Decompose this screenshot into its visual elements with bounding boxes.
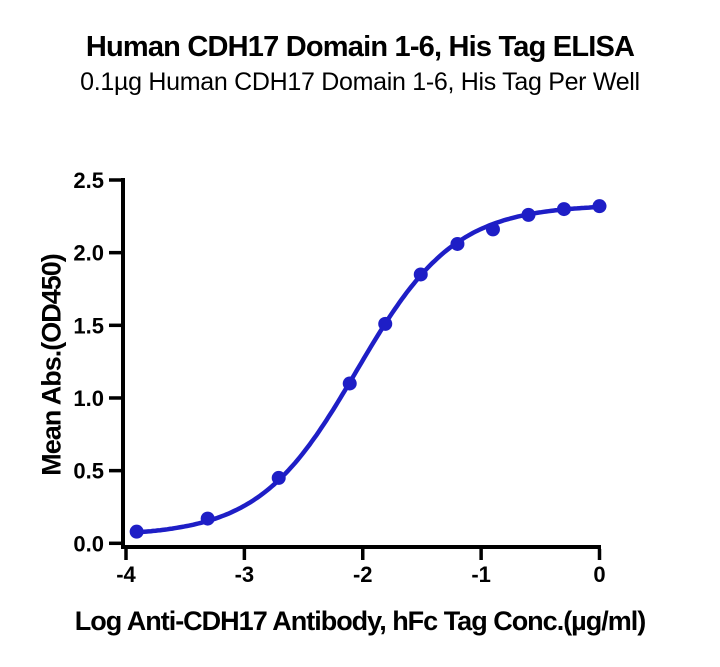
x-tick-label: -2 xyxy=(353,562,373,587)
y-tick-label: 0.5 xyxy=(73,459,104,484)
y-tick-label: 1.5 xyxy=(73,313,104,338)
y-tick-label: 1.0 xyxy=(73,386,104,411)
data-point xyxy=(129,524,144,539)
chart-subtitle: 0.1µg Human CDH17 Domain 1-6, His Tag Pe… xyxy=(80,68,640,96)
data-point xyxy=(521,207,536,222)
x-tick-label: 0 xyxy=(593,562,605,587)
data-point xyxy=(342,376,357,391)
y-tick-label: 0.0 xyxy=(73,531,104,556)
x-tick-label: -1 xyxy=(471,562,491,587)
data-point xyxy=(592,199,607,214)
fit-curve xyxy=(134,204,601,535)
chart-title: Human CDH17 Domain 1-6, His Tag ELISA xyxy=(85,31,635,63)
data-point xyxy=(200,511,215,526)
data-point xyxy=(485,222,500,237)
y-tick-label: 2.5 xyxy=(73,168,104,193)
data-point xyxy=(450,236,465,251)
data-point xyxy=(556,202,571,217)
data-point xyxy=(413,267,428,282)
x-tick-label: -4 xyxy=(116,562,136,587)
x-tick-label: -3 xyxy=(235,562,255,587)
y-tick-label: 2.0 xyxy=(73,241,104,266)
x-axis-label: Log Anti-CDH17 Antibody, hFc Tag Conc.(µ… xyxy=(74,606,647,636)
data-point xyxy=(271,470,286,485)
data-point xyxy=(378,316,393,331)
